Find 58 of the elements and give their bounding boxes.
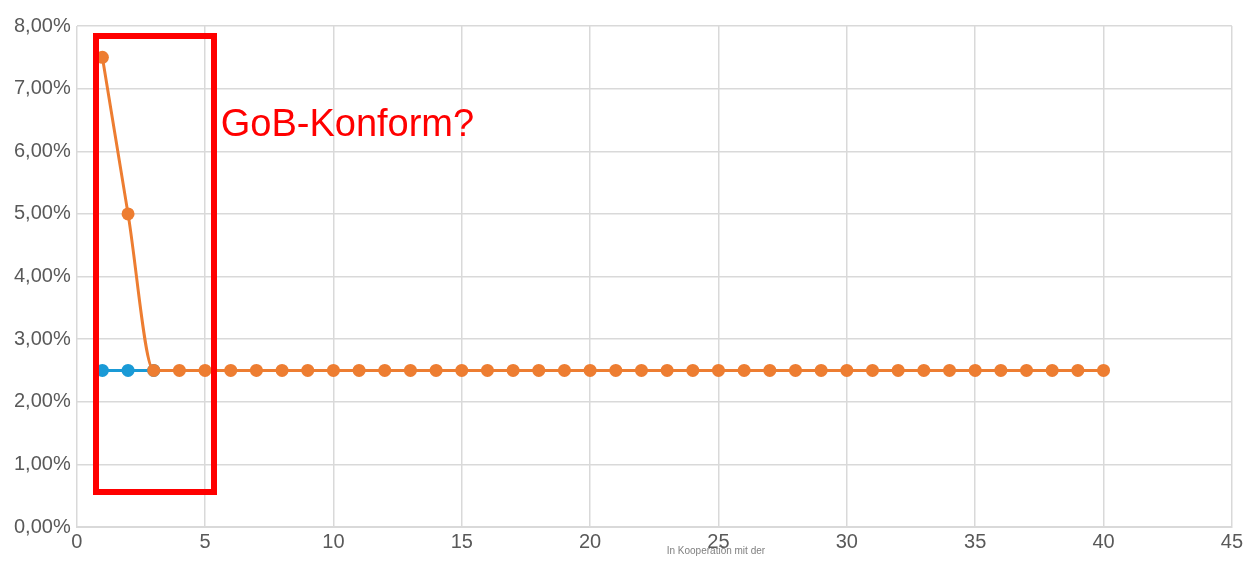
point <box>378 363 392 377</box>
point <box>275 363 289 377</box>
point <box>198 363 212 377</box>
point <box>686 363 700 377</box>
point <box>249 363 263 377</box>
x-tick-label: 40 <box>1092 529 1115 552</box>
point <box>583 363 597 377</box>
y-tick-label: 0,00% <box>13 514 71 537</box>
point <box>455 363 469 377</box>
y-tick-label: 2,00% <box>13 389 71 412</box>
point <box>1045 363 1059 377</box>
x-tick-label: 35 <box>964 529 987 552</box>
y-tick-label: 7,00% <box>13 76 71 99</box>
point <box>788 363 802 377</box>
y-tick-label: 8,00% <box>13 13 71 36</box>
point <box>301 363 315 377</box>
x-tick-label: 10 <box>322 529 345 552</box>
x-tick-label: 20 <box>578 529 602 552</box>
point <box>557 363 571 377</box>
point <box>943 363 956 377</box>
point <box>1071 363 1085 377</box>
point <box>634 363 648 377</box>
point <box>1097 363 1111 377</box>
point <box>121 207 135 221</box>
point <box>840 363 854 377</box>
point <box>172 363 186 377</box>
point <box>737 363 751 377</box>
point <box>814 363 828 377</box>
point <box>865 363 879 377</box>
y-tick-label: 5,00% <box>13 201 71 224</box>
point <box>121 363 135 377</box>
point <box>994 363 1008 377</box>
x-tick-label: 0 <box>71 529 83 552</box>
point <box>917 363 931 377</box>
x-tick-label: 5 <box>199 529 211 552</box>
point <box>711 363 725 377</box>
point <box>532 363 546 377</box>
y-tick-label: 6,00% <box>13 138 71 161</box>
annotation: GoB-Konform? <box>220 102 475 145</box>
y-tick-label: 1,00% <box>13 451 71 474</box>
point <box>506 363 520 377</box>
point <box>660 363 674 377</box>
point <box>1020 363 1034 377</box>
point <box>429 363 443 377</box>
point <box>352 363 366 377</box>
point <box>224 363 238 377</box>
y-tick-label: 4,00% <box>13 264 71 287</box>
point <box>403 363 417 377</box>
x-tick-label: 45 <box>1220 529 1243 552</box>
point <box>968 363 982 377</box>
point <box>609 363 623 377</box>
point <box>763 363 777 377</box>
y-tick-label: 3,00% <box>13 326 71 349</box>
point <box>480 363 494 377</box>
x-tick-label: 30 <box>835 529 858 552</box>
point <box>891 363 905 377</box>
x-tick-label: 15 <box>450 529 473 552</box>
point <box>326 363 340 377</box>
